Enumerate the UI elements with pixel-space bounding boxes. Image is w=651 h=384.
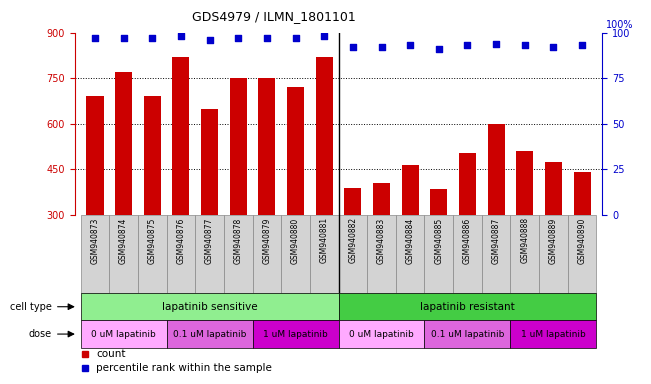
Bar xyxy=(81,215,109,293)
Point xyxy=(262,35,272,41)
Text: GSM940887: GSM940887 xyxy=(492,217,501,263)
Bar xyxy=(287,87,304,306)
Bar xyxy=(424,215,453,293)
Text: GSM940884: GSM940884 xyxy=(406,217,415,263)
Point xyxy=(434,46,444,52)
Bar xyxy=(316,57,333,306)
Text: GSM940889: GSM940889 xyxy=(549,217,558,263)
Bar xyxy=(516,151,533,306)
Bar xyxy=(402,165,419,306)
Point xyxy=(548,44,559,50)
Text: GSM940888: GSM940888 xyxy=(520,217,529,263)
Bar xyxy=(339,215,367,293)
Point xyxy=(348,44,358,50)
Point xyxy=(290,35,301,41)
Bar xyxy=(339,320,424,348)
Bar xyxy=(453,215,482,293)
Bar xyxy=(339,293,596,320)
Bar xyxy=(81,293,339,320)
Bar xyxy=(144,96,161,306)
Text: 0 uM lapatinib: 0 uM lapatinib xyxy=(91,329,156,339)
Point xyxy=(462,42,473,48)
Bar xyxy=(224,215,253,293)
Point xyxy=(519,42,530,48)
Text: GSM940883: GSM940883 xyxy=(377,217,386,263)
Bar xyxy=(424,320,510,348)
Point xyxy=(118,35,129,41)
Point xyxy=(176,33,186,39)
Bar xyxy=(510,320,596,348)
Bar xyxy=(574,172,590,306)
Bar xyxy=(281,215,310,293)
Bar xyxy=(109,215,138,293)
Point xyxy=(90,35,100,41)
Bar xyxy=(87,96,104,306)
Bar xyxy=(367,215,396,293)
Text: GSM940873: GSM940873 xyxy=(90,217,100,264)
Point xyxy=(147,35,158,41)
Bar xyxy=(539,215,568,293)
Bar xyxy=(344,188,361,306)
Text: GSM940882: GSM940882 xyxy=(348,217,357,263)
Text: GSM940880: GSM940880 xyxy=(291,217,300,263)
Bar xyxy=(373,183,390,306)
Text: 0.1 uM lapatinib: 0.1 uM lapatinib xyxy=(173,329,246,339)
Point xyxy=(204,37,215,43)
Text: GSM940876: GSM940876 xyxy=(176,217,186,264)
Bar xyxy=(195,215,224,293)
Text: GDS4979 / ILMN_1801101: GDS4979 / ILMN_1801101 xyxy=(191,10,355,23)
Text: GSM940874: GSM940874 xyxy=(119,217,128,264)
Text: 0 uM lapatinib: 0 uM lapatinib xyxy=(349,329,414,339)
Bar xyxy=(310,215,339,293)
Text: count: count xyxy=(96,349,126,359)
Bar xyxy=(167,215,195,293)
Point xyxy=(577,42,587,48)
Text: 0.1 uM lapatinib: 0.1 uM lapatinib xyxy=(431,329,504,339)
Bar xyxy=(568,215,596,293)
Text: GSM940885: GSM940885 xyxy=(434,217,443,263)
Bar xyxy=(482,215,510,293)
Text: percentile rank within the sample: percentile rank within the sample xyxy=(96,362,272,372)
Text: lapatinib resistant: lapatinib resistant xyxy=(420,302,515,312)
Bar xyxy=(430,189,447,306)
Bar xyxy=(510,215,539,293)
Point xyxy=(405,42,415,48)
Text: GSM940881: GSM940881 xyxy=(320,217,329,263)
Point xyxy=(233,35,243,41)
Text: 1 uM lapatinib: 1 uM lapatinib xyxy=(263,329,328,339)
Text: cell type: cell type xyxy=(10,302,52,312)
Bar xyxy=(396,215,424,293)
Text: GSM940886: GSM940886 xyxy=(463,217,472,263)
Bar xyxy=(138,215,167,293)
Point xyxy=(376,44,387,50)
Bar xyxy=(258,78,275,306)
Text: lapatinib sensitive: lapatinib sensitive xyxy=(161,302,257,312)
Text: dose: dose xyxy=(29,329,52,339)
Bar xyxy=(201,109,218,306)
Bar xyxy=(488,124,505,306)
Bar xyxy=(81,320,167,348)
Bar xyxy=(459,153,476,306)
Text: GSM940879: GSM940879 xyxy=(262,217,271,264)
Text: 1 uM lapatinib: 1 uM lapatinib xyxy=(521,329,586,339)
Text: GSM940877: GSM940877 xyxy=(205,217,214,264)
Text: GSM940878: GSM940878 xyxy=(234,217,243,263)
Bar xyxy=(253,320,339,348)
Text: GSM940890: GSM940890 xyxy=(577,217,587,264)
Point xyxy=(319,33,329,39)
Bar xyxy=(167,320,253,348)
Text: 100%: 100% xyxy=(606,20,634,30)
Point xyxy=(491,40,501,46)
Bar xyxy=(253,215,281,293)
Text: GSM940875: GSM940875 xyxy=(148,217,157,264)
Bar xyxy=(115,72,132,306)
Bar xyxy=(230,78,247,306)
Bar xyxy=(545,162,562,306)
Bar xyxy=(173,57,189,306)
